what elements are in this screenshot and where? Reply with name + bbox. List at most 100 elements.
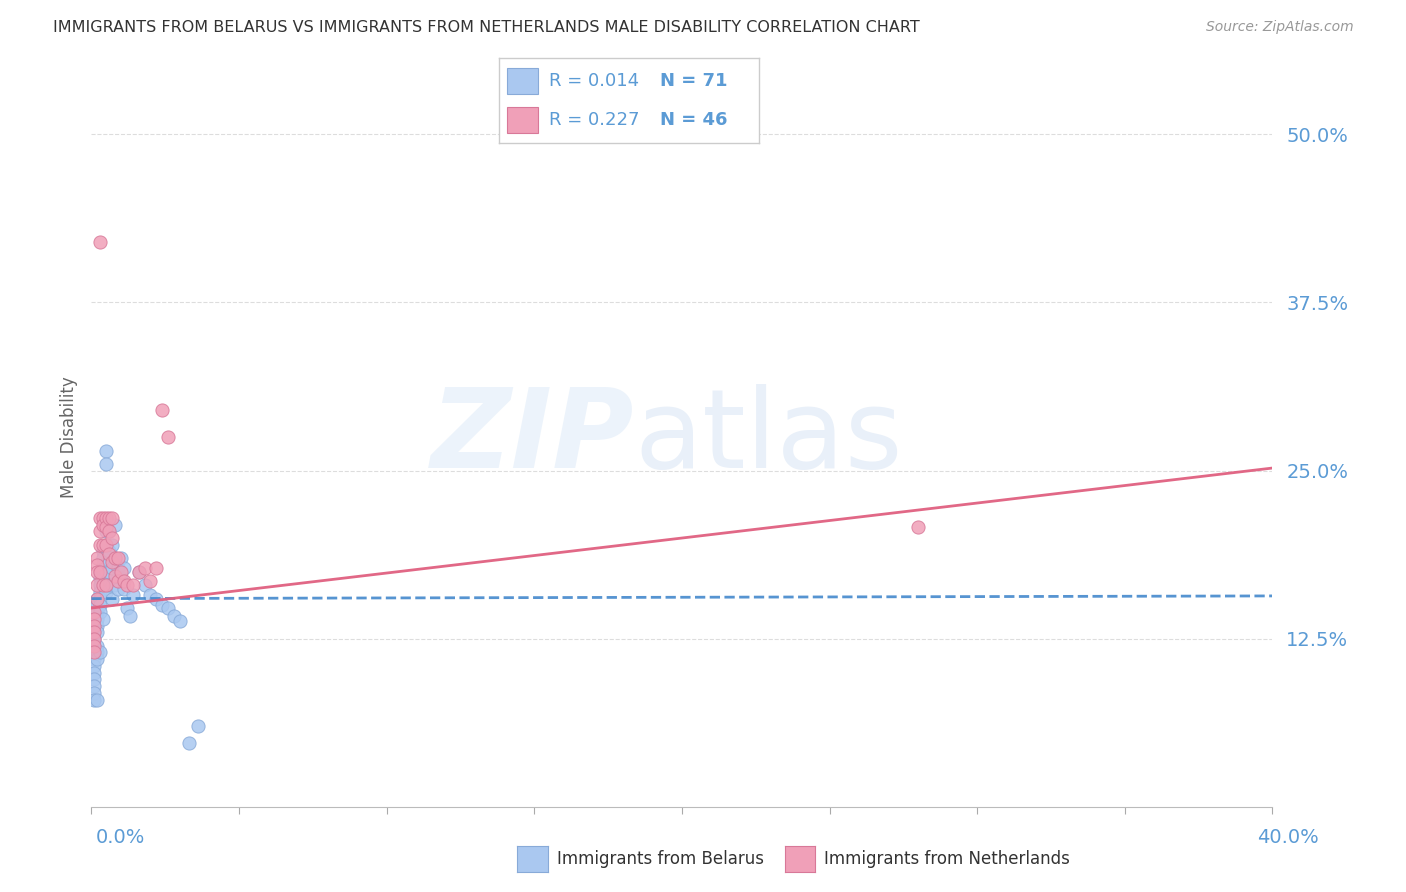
Point xyxy=(89,524,111,539)
Text: atlas: atlas xyxy=(634,384,903,491)
Point xyxy=(96,511,118,525)
Text: Immigrants from Belarus: Immigrants from Belarus xyxy=(557,850,763,868)
Point xyxy=(96,443,118,458)
Point xyxy=(91,571,114,585)
Point xyxy=(112,574,135,588)
Point xyxy=(83,625,105,640)
Point xyxy=(86,645,108,659)
Point xyxy=(83,692,105,706)
Point xyxy=(83,665,105,680)
Point xyxy=(128,565,150,579)
Point xyxy=(83,605,105,619)
Point xyxy=(91,544,114,558)
Point xyxy=(134,578,156,592)
Point xyxy=(112,582,135,597)
Bar xyxy=(508,68,538,94)
Point xyxy=(89,235,111,249)
Point xyxy=(107,551,129,566)
Point xyxy=(121,578,143,592)
Text: 40.0%: 40.0% xyxy=(1257,828,1319,847)
Point xyxy=(86,591,108,606)
Point xyxy=(91,558,114,572)
Point xyxy=(89,605,111,619)
Point xyxy=(98,547,121,561)
Point xyxy=(91,538,114,552)
Point xyxy=(907,520,929,534)
Point xyxy=(101,578,124,592)
Point xyxy=(157,601,180,615)
Point xyxy=(101,511,124,525)
Point xyxy=(89,571,111,585)
Point xyxy=(86,565,108,579)
Point xyxy=(177,736,200,750)
Point xyxy=(96,578,118,592)
Point xyxy=(91,565,114,579)
Point xyxy=(128,565,150,579)
Point xyxy=(86,612,108,626)
Point xyxy=(115,578,138,592)
Point xyxy=(86,558,108,572)
Point xyxy=(86,639,108,653)
Point xyxy=(118,609,141,624)
Point xyxy=(96,524,118,539)
Point xyxy=(104,551,127,566)
Point xyxy=(98,511,121,525)
Point xyxy=(110,565,132,579)
Point xyxy=(187,719,209,733)
Text: IMMIGRANTS FROM BELARUS VS IMMIGRANTS FROM NETHERLANDS MALE DISABILITY CORRELATI: IMMIGRANTS FROM BELARUS VS IMMIGRANTS FR… xyxy=(53,20,920,35)
Point xyxy=(101,531,124,545)
Point xyxy=(89,591,111,606)
Point xyxy=(89,599,111,613)
Point xyxy=(101,560,124,574)
Y-axis label: Male Disability: Male Disability xyxy=(59,376,77,498)
Text: R = 0.227: R = 0.227 xyxy=(548,111,640,128)
Point xyxy=(96,520,118,534)
Text: R = 0.014: R = 0.014 xyxy=(548,72,638,90)
Point xyxy=(91,517,114,532)
Text: ZIP: ZIP xyxy=(432,384,634,491)
Point xyxy=(104,517,127,532)
Point xyxy=(157,430,180,444)
Point xyxy=(83,632,105,646)
Point xyxy=(134,560,156,574)
Point xyxy=(86,599,108,613)
Point xyxy=(89,578,111,592)
Point xyxy=(104,568,127,582)
Point xyxy=(121,588,143,602)
Text: N = 71: N = 71 xyxy=(661,72,728,90)
Point xyxy=(89,585,111,599)
Point xyxy=(83,645,105,659)
Bar xyxy=(508,107,538,133)
Point xyxy=(91,511,114,525)
Point xyxy=(86,652,108,666)
Point xyxy=(98,524,121,539)
Point xyxy=(83,645,105,659)
Point xyxy=(145,591,167,606)
Point xyxy=(98,524,121,539)
Point xyxy=(150,403,173,417)
Point xyxy=(91,551,114,566)
Point xyxy=(115,601,138,615)
Point xyxy=(89,565,111,579)
Point xyxy=(101,538,124,552)
Point xyxy=(86,605,108,619)
Point xyxy=(110,551,132,566)
Point xyxy=(86,692,108,706)
Point xyxy=(83,673,105,687)
Point xyxy=(86,591,108,606)
Point xyxy=(89,645,111,659)
Point xyxy=(145,560,167,574)
Point xyxy=(83,632,105,646)
Point xyxy=(101,591,124,606)
Point xyxy=(83,659,105,673)
Point xyxy=(86,618,108,632)
Point xyxy=(110,571,132,585)
Point xyxy=(96,565,118,579)
Text: Source: ZipAtlas.com: Source: ZipAtlas.com xyxy=(1206,20,1354,34)
Point xyxy=(91,612,114,626)
Point xyxy=(83,639,105,653)
Point xyxy=(139,574,162,588)
Point xyxy=(83,679,105,693)
Point xyxy=(83,618,105,632)
Point xyxy=(169,615,191,629)
